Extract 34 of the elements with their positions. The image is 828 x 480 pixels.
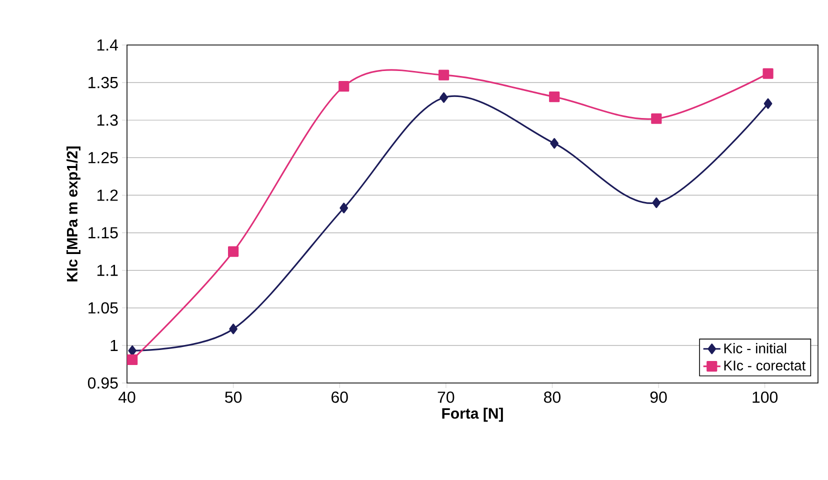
point — [762, 68, 774, 79]
y-tick-label: 1.35 — [88, 76, 118, 88]
legend-label: KIc - corectat — [724, 360, 806, 370]
x-tick-label: 40 — [118, 392, 136, 403]
y-tick-label: 1.4 — [97, 40, 118, 51]
point — [228, 246, 239, 257]
y-tick-label: 1.05 — [88, 302, 118, 314]
point — [549, 92, 560, 102]
legend-label: Kic - initial — [724, 343, 786, 354]
point — [340, 202, 348, 214]
x-tick-label: 100 — [752, 392, 778, 403]
y-tick-label: 1.1 — [97, 264, 118, 276]
x-tick-label: 80 — [544, 392, 560, 403]
x-axis-title: Forta [N] — [442, 408, 503, 422]
point — [764, 98, 772, 109]
point — [550, 138, 559, 149]
point — [438, 70, 450, 80]
x-tick-label: 60 — [332, 392, 348, 403]
x-tick-label: 90 — [650, 392, 667, 403]
point — [652, 197, 661, 208]
point — [651, 113, 662, 124]
point — [440, 92, 448, 103]
y-tick-label: 1.3 — [97, 114, 118, 126]
y-tick-label: 0.95 — [88, 377, 118, 389]
x-tick-label: 70 — [438, 392, 454, 403]
y-tick-label: 1 — [110, 340, 118, 351]
y-tick-label: 1.15 — [88, 227, 118, 238]
point — [338, 81, 350, 92]
y-axis-title: KIc [MPa m exp1/2] — [66, 146, 80, 282]
y-tick-label: 1.2 — [97, 190, 118, 201]
point — [229, 324, 238, 334]
point — [127, 354, 138, 366]
x-tick-label: 50 — [225, 392, 242, 403]
y-tick-label: 1.25 — [88, 152, 118, 164]
